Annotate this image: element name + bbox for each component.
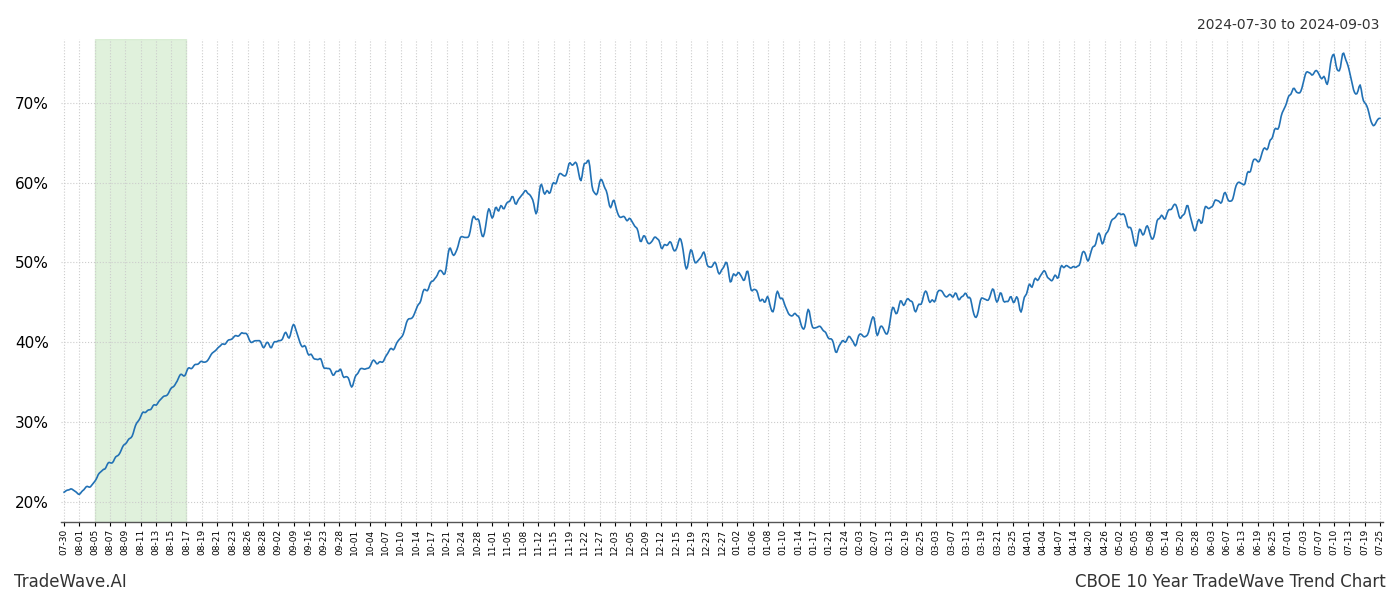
Text: TradeWave.AI: TradeWave.AI [14, 573, 127, 591]
Bar [95, 39, 186, 522]
Text: 2024-07-30 to 2024-09-03: 2024-07-30 to 2024-09-03 [1197, 18, 1379, 32]
Text: CBOE 10 Year TradeWave Trend Chart: CBOE 10 Year TradeWave Trend Chart [1075, 573, 1386, 591]
